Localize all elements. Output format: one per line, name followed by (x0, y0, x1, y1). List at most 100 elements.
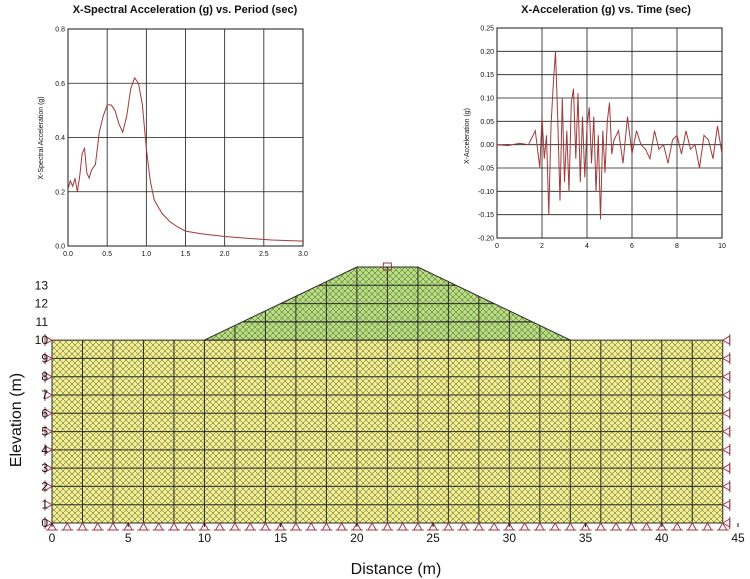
spectral-ytick-label: 0.4 (55, 135, 65, 142)
right-support-icon (721, 480, 731, 493)
model-ytick-label: 3 (41, 461, 48, 475)
spectral-xtick-label: 1.0 (141, 251, 151, 258)
bottom-support-icon (320, 521, 333, 531)
bottom-support-icon (167, 521, 180, 531)
bottom-support-icon (244, 521, 257, 531)
model-ytick-label: 8 (41, 370, 48, 384)
right-support-icon (721, 498, 731, 511)
left-support-icon (44, 352, 54, 365)
acceleration-xtick-label: 2 (540, 243, 544, 250)
bottom-support-icon (350, 521, 363, 531)
bottom-support-icon (289, 521, 302, 531)
acceleration-ytick-label: -0.05 (478, 166, 494, 173)
left-support-icon (44, 517, 54, 529)
model-xtick-label: 5 (125, 531, 132, 545)
right-support-icon (721, 334, 731, 347)
bottom-support-icon (472, 521, 485, 531)
left-support-icon (44, 334, 54, 347)
bottom-support-icon (152, 521, 165, 531)
bottom-support-icon (610, 521, 623, 531)
acceleration-xtick-label: 4 (585, 243, 589, 250)
left-support-icon (44, 370, 54, 383)
acceleration-ytick-label: 0.05 (480, 119, 494, 126)
model-xtick-label: 30 (503, 531, 517, 545)
bottom-support-icon (488, 521, 501, 531)
bottom-support-icon (259, 521, 272, 531)
bottom-support-icon (427, 521, 440, 531)
bottom-support-icon (91, 521, 104, 531)
acceleration-xtick-label: 6 (630, 243, 634, 250)
spectral-ytick-label: 0.2 (55, 189, 65, 196)
right-support-icon (721, 389, 731, 401)
acceleration-ytick-label: -0.20 (478, 236, 494, 243)
bottom-support-icon (655, 521, 668, 531)
right-support-icon (721, 443, 731, 456)
acceleration-ytick-label: 0.15 (480, 72, 494, 79)
left-support-icon (44, 462, 54, 475)
bottom-support-icon (396, 521, 409, 531)
left-support-icon (44, 443, 54, 456)
bottom-support-icon (61, 521, 74, 531)
bottom-support-icon (411, 521, 424, 531)
bottom-support-icon (213, 521, 226, 531)
acceleration-chart-grid (496, 27, 723, 239)
spectral-chart-ticks: 0.0 0.5 1.0 1.5 2.0 2.5 3.0 0.0 0.2 0.4 0.6 0.8 (55, 27, 308, 259)
boundary-supports (44, 334, 731, 531)
acceleration-chart-ylabel: X-Acceleration (g) (464, 108, 471, 164)
spectral-series-line (67, 76, 304, 242)
model-ytick-label: 10 (35, 333, 49, 347)
bottom-support-icon (686, 521, 699, 531)
spectral-chart-grid (67, 28, 304, 247)
bottom-support-icon (716, 521, 729, 531)
bottom-support-icon (442, 521, 455, 531)
model-xtick-label: 45 (731, 531, 745, 545)
acceleration-ytick-label: 0.00 (480, 142, 494, 149)
model-xtick-label: 0 (49, 531, 56, 545)
bottom-support-icon (579, 521, 592, 531)
left-support-icon (44, 407, 54, 420)
bottom-support-icon (106, 521, 119, 531)
model-xlabel: Distance (m) (351, 561, 442, 578)
acceleration-series-line (496, 51, 723, 220)
spectral-ytick-label: 0.6 (55, 81, 65, 88)
bottom-support-icon (518, 521, 531, 531)
acceleration-ytick-label: 0.10 (480, 96, 494, 103)
acceleration-xtick-label: 8 (675, 243, 679, 250)
left-support-icon (44, 498, 54, 511)
spectral-xtick-label: 2.0 (220, 251, 230, 258)
bottom-support-icon (671, 521, 684, 531)
model-ylabel: Elevation (m) (8, 373, 25, 467)
bottom-support-icon (46, 521, 58, 531)
bottom-support-icon (640, 521, 653, 531)
left-support-icon (44, 425, 54, 438)
bottom-support-icon (198, 521, 211, 531)
bottom-support-icon (274, 521, 287, 531)
model-ytick-label: 4 (41, 443, 48, 457)
acceleration-xtick-label: 10 (718, 243, 726, 250)
spectral-chart: X-Spectral Acceleration (g) vs. Period (… (38, 4, 308, 258)
model-ytick-label: 1 (41, 498, 48, 512)
bottom-support-icon (533, 521, 546, 531)
model-xtick-label: 40 (655, 531, 669, 545)
spectral-ytick-label: 0.0 (55, 244, 65, 251)
model-ytick-label: 6 (41, 406, 48, 420)
model-xtick-label: 10 (198, 531, 212, 545)
acceleration-xtick-label: 0 (495, 243, 499, 250)
spectral-xtick-label: 0.5 (102, 251, 112, 258)
spectral-chart-ylabel: X-Spectral Acceleration (g) (38, 96, 45, 179)
model-ytick-label: 0 (41, 516, 48, 530)
model-xtick-label: 20 (350, 531, 364, 545)
acceleration-plot-frame (496, 27, 723, 239)
model-ytick-label: 7 (41, 388, 48, 402)
bottom-support-icon (457, 521, 470, 531)
model-xtick-label: 15 (274, 531, 288, 545)
bottom-support-icon (594, 521, 607, 531)
model-xtick-label: 25 (426, 531, 440, 545)
bottom-support-icon (228, 521, 241, 531)
acceleration-ytick-label: 0.25 (480, 26, 494, 33)
left-support-icon (44, 389, 54, 401)
bottom-support-icon (183, 521, 196, 531)
spectral-xtick-label: 2.5 (259, 251, 269, 258)
